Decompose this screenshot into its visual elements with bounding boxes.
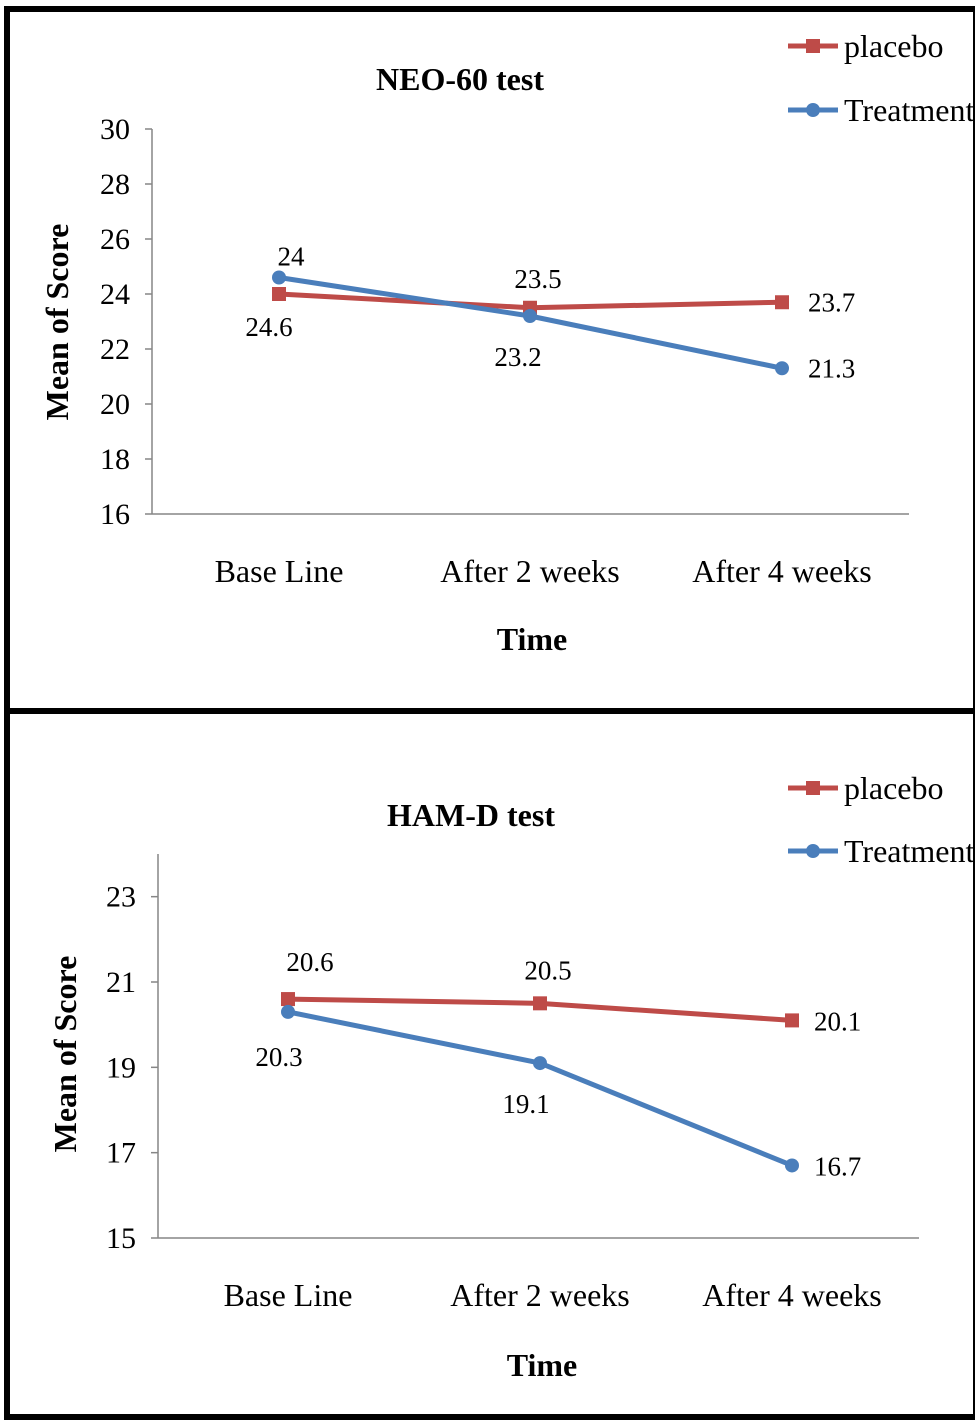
data-label: 20.5 [524, 955, 571, 985]
x-axis-title: Time [507, 1347, 578, 1383]
chart-title: NEO-60 test [376, 61, 544, 97]
data-point-treatment [523, 309, 537, 323]
chart-title: HAM-D test [387, 797, 555, 833]
data-label: 16.7 [814, 1151, 861, 1181]
legend-label: Treatment [844, 833, 974, 869]
y-tick-label: 30 [100, 113, 130, 146]
y-tick-label: 19 [106, 1051, 136, 1084]
data-point-treatment [775, 361, 789, 376]
data-label: 20.3 [255, 1042, 302, 1072]
data-label: 21.3 [808, 353, 855, 383]
y-tick-label: 16 [100, 498, 130, 531]
legend-marker-placebo [806, 781, 820, 795]
y-tick-label: 23 [106, 881, 136, 914]
legend-marker-treatment [806, 844, 820, 858]
data-point-placebo [785, 1013, 799, 1028]
x-category-label: After 2 weeks [440, 553, 619, 589]
neo60-chart-panel: NEO-60 test 16 18 20 22 24 26 28 30 Base Line Afte… [4, 6, 975, 714]
data-label: 23.7 [808, 287, 855, 317]
legend-label: placebo [844, 28, 944, 64]
y-tick-label: 20 [100, 388, 130, 421]
data-label: 23.5 [514, 264, 561, 294]
data-label: 19.1 [502, 1089, 549, 1119]
data-label: 20.1 [814, 1006, 861, 1036]
hamd-line-chart: HAM-D test 15 17 19 21 23 Base Line After 2 wee… [47, 770, 974, 1383]
x-axis-title: Time [497, 621, 568, 657]
x-category-label: Base Line [224, 1277, 353, 1313]
data-point-placebo [533, 996, 547, 1011]
data-point-treatment [533, 1056, 547, 1071]
y-tick-label: 15 [106, 1222, 136, 1255]
data-point-treatment [785, 1158, 799, 1173]
y-tick-label: 17 [106, 1137, 136, 1170]
data-label: 24.6 [245, 312, 292, 342]
y-tick-label: 18 [100, 443, 130, 476]
y-tick-label: 28 [100, 168, 130, 201]
data-label: 24 [278, 242, 306, 272]
data-point-placebo [281, 992, 295, 1007]
y-tick-label: 26 [100, 223, 130, 256]
y-tick-label: 24 [100, 278, 130, 311]
data-point-placebo [272, 287, 286, 301]
y-axis-title: Mean of Score [47, 956, 83, 1153]
legend-label: Treatment [844, 92, 974, 128]
y-tick-label: 21 [106, 966, 136, 999]
data-label: 23.2 [494, 342, 541, 372]
x-category-label: After 4 weeks [692, 553, 871, 589]
hamd-chart-panel: HAM-D test 15 17 19 21 23 Base Line After 2 wee… [4, 708, 975, 1420]
x-category-label: After 4 weeks [702, 1277, 881, 1313]
legend-marker-placebo [806, 39, 820, 53]
legend-marker-treatment [806, 103, 820, 117]
data-point-placebo [775, 295, 789, 310]
legend-label: placebo [844, 770, 944, 806]
data-label: 20.6 [286, 947, 333, 977]
y-axis-title: Mean of Score [39, 224, 75, 421]
data-point-treatment [281, 1004, 295, 1019]
x-category-label: Base Line [215, 553, 344, 589]
data-point-treatment [272, 270, 286, 285]
x-category-label: After 2 weeks [450, 1277, 629, 1313]
neo60-line-chart: NEO-60 test 16 18 20 22 24 26 28 30 Base Line Afte… [39, 28, 974, 657]
y-tick-label: 22 [100, 333, 130, 366]
